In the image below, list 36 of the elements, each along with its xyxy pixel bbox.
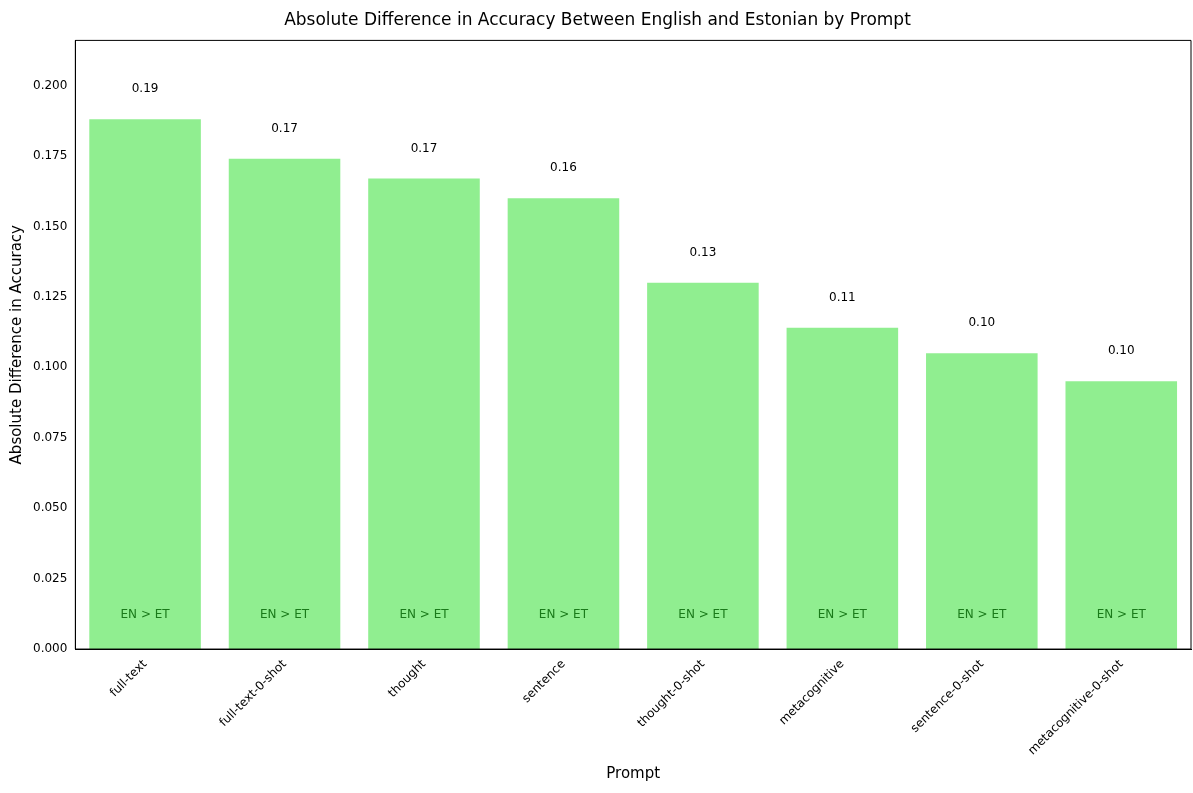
bar [507,198,620,650]
data-label: 0.19 [131,81,159,96]
y-tick-label: 0.150 [32,218,68,233]
y-axis-title: Absolute Difference in Accuracy [6,224,25,465]
bar [1065,381,1178,650]
annotation: EN > ET [399,607,450,622]
data-label: 0.10 [1107,343,1135,358]
data-label: 0.17 [410,140,438,155]
x-axis-title: Prompt [606,763,661,782]
y-tick-label: 0.200 [32,77,68,92]
annotation: EN > ET [259,607,310,622]
data-label: 0.17 [271,120,298,135]
data-label: 0.13 [689,244,717,259]
y-tick-label: 0.000 [32,641,68,656]
bar [368,178,480,650]
bar [926,353,1038,650]
annotation: EN > ET [817,607,868,622]
y-tick-label: 0.175 [32,148,68,163]
bar [647,282,759,650]
bar [786,327,899,650]
y-tick-label: 0.075 [32,429,68,444]
annotation: EN > ET [678,607,729,622]
data-label: 0.10 [968,315,996,330]
data-label: 0.16 [550,160,577,175]
y-tick-label: 0.125 [32,288,68,303]
data-label: 0.11 [829,289,856,304]
annotation: EN > ET [538,607,589,622]
bar [89,119,201,650]
bar [228,158,341,650]
y-tick-label: 0.025 [32,570,68,585]
annotation: EN > ET [120,607,171,622]
annotation: EN > ET [957,607,1008,622]
annotation: EN > ET [1096,607,1147,622]
y-tick-label: 0.050 [32,500,68,515]
y-tick-label: 0.100 [32,359,68,374]
chart-title: Absolute Difference in Accuracy Between English and Estonian by Prompt [284,8,912,29]
